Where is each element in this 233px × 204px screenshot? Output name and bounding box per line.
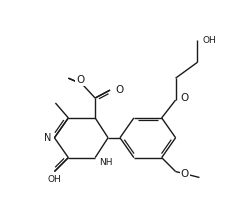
Text: OH: OH bbox=[202, 36, 216, 45]
Text: O: O bbox=[181, 93, 189, 103]
Text: N: N bbox=[44, 133, 51, 143]
Text: OH: OH bbox=[48, 175, 61, 184]
Text: NH: NH bbox=[99, 158, 113, 167]
Text: O: O bbox=[76, 75, 84, 85]
Text: O: O bbox=[115, 85, 123, 95]
Text: O: O bbox=[181, 169, 189, 178]
